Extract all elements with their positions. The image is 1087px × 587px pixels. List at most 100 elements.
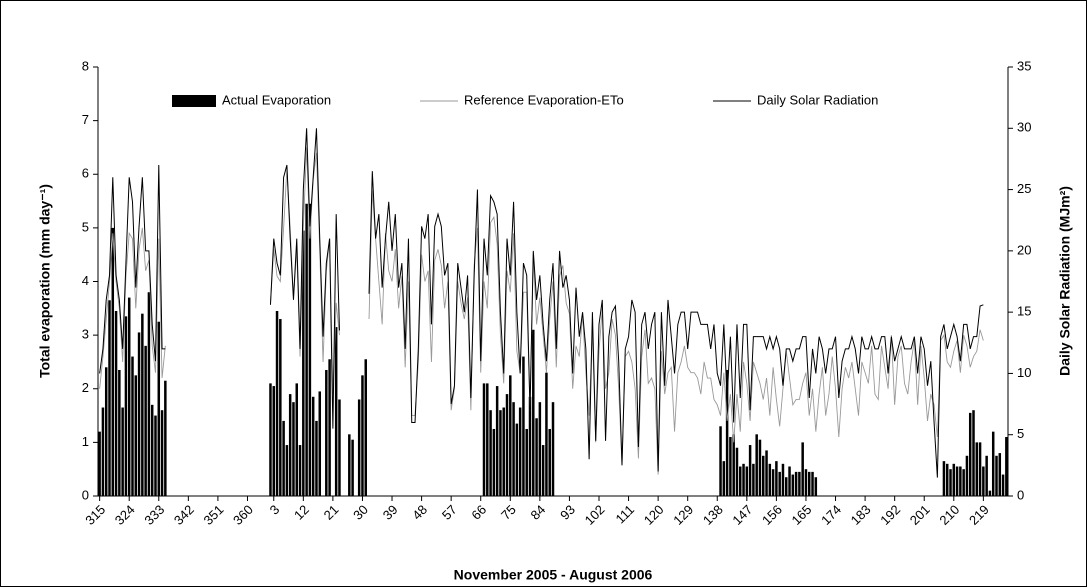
bar bbox=[118, 369, 121, 496]
bar bbox=[147, 292, 151, 496]
bar bbox=[995, 455, 998, 496]
bar bbox=[338, 399, 341, 496]
legend-swatch bbox=[172, 95, 216, 107]
y-tick-label: 7 bbox=[82, 112, 89, 127]
bar bbox=[955, 466, 959, 496]
bar bbox=[364, 359, 367, 496]
bar bbox=[945, 463, 949, 496]
bar bbox=[991, 431, 995, 496]
y-tick-label: 2 bbox=[82, 380, 89, 395]
series-line bbox=[270, 147, 340, 395]
legend-label: Actual Evaporation bbox=[222, 92, 331, 107]
bar bbox=[98, 431, 101, 496]
bar bbox=[357, 399, 361, 496]
legend-label: Reference Evaporation-ETo bbox=[464, 92, 624, 107]
bar bbox=[778, 471, 781, 496]
bar bbox=[518, 407, 522, 496]
legend-label: Daily Solar Radiation bbox=[757, 92, 878, 107]
bar bbox=[762, 455, 765, 496]
bar bbox=[131, 356, 134, 496]
bar bbox=[127, 297, 131, 496]
bar bbox=[114, 310, 118, 496]
bar bbox=[512, 402, 515, 496]
y-tick-label: 6 bbox=[82, 166, 89, 181]
series-line bbox=[368, 171, 984, 478]
bar bbox=[141, 313, 144, 496]
bar bbox=[528, 396, 532, 496]
y-axis-title: Total evaporation (mm day⁻¹) bbox=[37, 184, 53, 378]
bar bbox=[758, 439, 762, 496]
bar bbox=[972, 410, 975, 496]
y-tick-label: 1 bbox=[82, 434, 89, 449]
y2-axis-title: Daily Solar Radiation (MJm²) bbox=[1057, 186, 1073, 376]
bar bbox=[804, 469, 808, 496]
bar bbox=[348, 434, 351, 496]
bar bbox=[722, 461, 726, 496]
y-tick-label: 5 bbox=[82, 219, 89, 234]
bar bbox=[814, 477, 818, 496]
bar bbox=[781, 463, 785, 496]
bar bbox=[768, 463, 772, 496]
bar bbox=[311, 396, 315, 496]
bar bbox=[952, 463, 956, 496]
y2-tick-label: 5 bbox=[1017, 426, 1024, 441]
bar bbox=[794, 471, 798, 496]
bar bbox=[328, 359, 331, 496]
series-line bbox=[99, 227, 166, 389]
bar bbox=[755, 434, 758, 496]
bar bbox=[548, 428, 551, 496]
x-axis-title: November 2005 - August 2006 bbox=[454, 567, 653, 583]
bar bbox=[962, 469, 965, 496]
bar bbox=[279, 319, 282, 496]
series-line bbox=[99, 165, 166, 374]
bar bbox=[978, 442, 982, 496]
bar bbox=[160, 410, 164, 496]
bar bbox=[515, 423, 519, 496]
bar bbox=[505, 394, 509, 496]
bar bbox=[942, 461, 946, 496]
bar bbox=[729, 437, 732, 496]
bar bbox=[748, 445, 752, 496]
bar bbox=[765, 450, 768, 496]
bar bbox=[104, 367, 108, 496]
bar bbox=[732, 434, 735, 496]
bar bbox=[302, 230, 305, 496]
bar bbox=[998, 453, 1002, 496]
bar bbox=[124, 316, 128, 496]
bar bbox=[522, 356, 525, 496]
bar bbox=[334, 327, 338, 496]
y-tick-label: 0 bbox=[82, 487, 89, 502]
bar bbox=[551, 402, 555, 496]
bar bbox=[144, 345, 147, 496]
bar bbox=[545, 372, 548, 496]
bar bbox=[982, 466, 985, 496]
bar bbox=[288, 394, 292, 496]
bar bbox=[121, 407, 124, 496]
bar bbox=[541, 445, 545, 496]
bar bbox=[292, 402, 295, 496]
bar bbox=[1001, 474, 1005, 496]
bar bbox=[482, 383, 486, 496]
bar bbox=[325, 369, 328, 496]
bar bbox=[486, 383, 489, 496]
bar bbox=[807, 471, 811, 496]
y2-tick-label: 15 bbox=[1017, 304, 1031, 319]
bar bbox=[295, 383, 299, 496]
bar bbox=[492, 428, 496, 496]
bar bbox=[134, 375, 138, 496]
bar bbox=[532, 329, 535, 496]
bar bbox=[968, 412, 972, 496]
bar bbox=[351, 439, 354, 496]
bar bbox=[275, 310, 279, 496]
bar bbox=[272, 386, 276, 496]
bar bbox=[771, 469, 775, 496]
bar bbox=[282, 420, 285, 496]
bar bbox=[801, 442, 804, 496]
y2-tick-label: 20 bbox=[1017, 242, 1031, 257]
bar bbox=[988, 490, 992, 496]
bar bbox=[137, 332, 141, 496]
bar bbox=[502, 407, 505, 496]
bar bbox=[318, 391, 321, 496]
